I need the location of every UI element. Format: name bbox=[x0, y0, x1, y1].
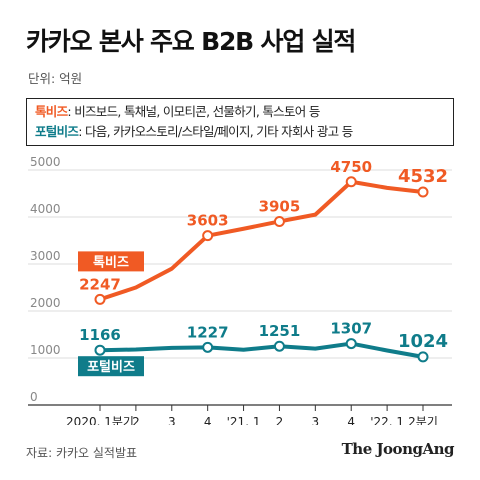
x-tick-label: '21. 1 bbox=[227, 415, 261, 425]
series-tag-box bbox=[78, 251, 144, 272]
y-tick-label: 3000 bbox=[30, 249, 61, 263]
data-point bbox=[94, 293, 106, 305]
legend-key-portalbiz: 포털비즈 bbox=[35, 124, 79, 139]
series-1: 1166 1227 1251 1307 1024 포털비즈 bbox=[78, 320, 448, 377]
data-point bbox=[345, 176, 357, 188]
series-line bbox=[98, 179, 425, 302]
chart-title: 카카오 본사 주요 B2B 사업 실적 bbox=[26, 27, 356, 56]
series-line bbox=[98, 341, 425, 359]
data-label: 1251 bbox=[259, 322, 301, 340]
series-tag-box bbox=[78, 356, 144, 377]
legend-desc-talkbiz: : 비즈보드, 톡채널, 이모티콘, 선물하기, 톡스토어 등 bbox=[67, 104, 320, 119]
series-0: 2247 3603 3905 4750 4532 톡비즈 bbox=[78, 158, 448, 305]
x-tick-label: 4 bbox=[204, 415, 212, 425]
x-tick-label: 3 bbox=[312, 415, 320, 425]
data-point bbox=[202, 230, 214, 242]
x-tick-label: 2020. 1분기 bbox=[66, 415, 134, 425]
legend-desc-portalbiz: : 다음, 카카오스토리/스타일/페이지, 기타 자회사 광고 등 bbox=[78, 124, 353, 139]
joongang-logo: The JoongAng bbox=[341, 440, 455, 458]
data-point bbox=[202, 341, 214, 353]
y-tick-label: 5000 bbox=[30, 155, 61, 169]
data-label: 4750 bbox=[330, 158, 372, 176]
legend-row-portalbiz: 포털비즈: 다음, 카카오스토리/스타일/페이지, 기타 자회사 광고 등 bbox=[35, 122, 453, 142]
y-tick-label: 2000 bbox=[30, 296, 61, 310]
data-label: 4532 bbox=[398, 166, 448, 187]
x-tick-label: '22. 1 bbox=[370, 415, 404, 425]
data-label: 3905 bbox=[259, 197, 301, 215]
x-tick-label: 3 bbox=[168, 415, 176, 425]
data-point bbox=[273, 215, 285, 227]
data-point bbox=[273, 340, 285, 352]
y-tick-label: 1000 bbox=[30, 343, 61, 357]
y-tick-label: 0 bbox=[30, 390, 38, 404]
x-tick-label: 2 bbox=[132, 415, 140, 425]
x-tick-label: 4 bbox=[347, 415, 355, 425]
data-label: 1024 bbox=[398, 331, 448, 352]
x-tick-label: 2 bbox=[276, 415, 284, 425]
data-label: 3603 bbox=[187, 212, 229, 230]
data-label: 1227 bbox=[187, 323, 229, 341]
data-label: 1307 bbox=[330, 320, 372, 338]
x-tick-label: 2분기 bbox=[408, 415, 438, 425]
series-tag-label: 포털비즈 bbox=[87, 359, 135, 375]
data-point bbox=[94, 344, 106, 356]
source-label: 자료: 카카오 실적발표 bbox=[26, 446, 138, 460]
legend-box: 톡비즈: 비즈보드, 톡채널, 이모티콘, 선물하기, 톡스토어 등 포털비즈:… bbox=[26, 98, 454, 146]
data-label: 1166 bbox=[79, 326, 121, 344]
y-tick-label: 4000 bbox=[30, 202, 61, 216]
legend-key-talkbiz: 톡비즈 bbox=[35, 104, 68, 119]
unit-label: 단위: 억원 bbox=[28, 71, 83, 86]
series-tag-label: 톡비즈 bbox=[93, 255, 129, 270]
legend-row-talkbiz: 톡비즈: 비즈보드, 톡채널, 이모티콘, 선물하기, 톡스토어 등 bbox=[35, 102, 453, 122]
data-point bbox=[417, 351, 429, 363]
data-point bbox=[417, 186, 429, 198]
data-label: 2247 bbox=[79, 275, 121, 293]
data-point bbox=[345, 338, 357, 350]
